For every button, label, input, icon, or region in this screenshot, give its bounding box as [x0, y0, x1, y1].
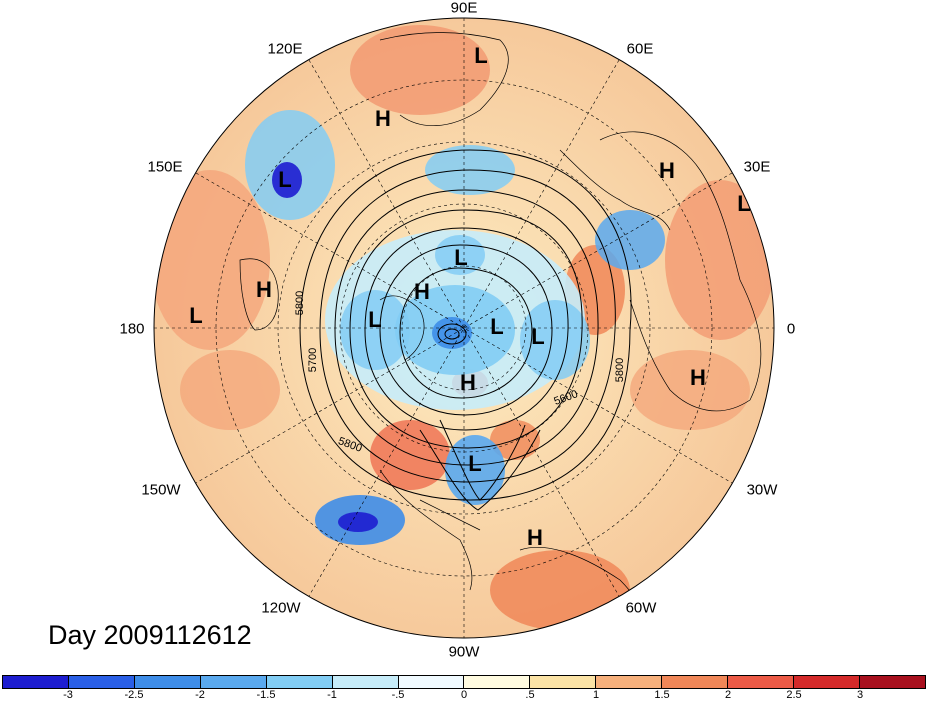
colorbar-cell: [332, 676, 399, 688]
pressure-center-label: H: [527, 525, 543, 550]
pressure-center-label: H: [414, 279, 430, 304]
pressure-center-label: H: [256, 277, 272, 302]
colorbar-tick-label: 3: [856, 689, 864, 701]
colorbar-cell: [68, 676, 135, 688]
colorbar-cell: [596, 676, 663, 688]
lon-label-90w: 90W: [448, 643, 480, 661]
colorbar-cell: [398, 676, 465, 688]
colorbar-cell: [3, 676, 69, 688]
pressure-center-label: H: [659, 158, 675, 183]
lon-label-0: 0: [786, 320, 796, 338]
lon-label-90e: 90E: [450, 0, 478, 17]
lon-label-30w: 30W: [746, 481, 778, 499]
lon-label-150w: 150W: [141, 481, 181, 499]
lon-label-60e: 60E: [626, 40, 654, 58]
colorbar-cell: [859, 676, 925, 688]
colorbar-cell: [728, 676, 795, 688]
pressure-center-label: H: [690, 365, 706, 390]
colorbar-tick-label: 2.5: [786, 689, 802, 701]
pressure-center-label: L: [490, 314, 504, 339]
pressure-center-label: L: [474, 43, 488, 68]
pressure-center-label: L: [468, 451, 482, 476]
colorbar-tick-label: -1: [327, 689, 337, 701]
pressure-center-label: L: [278, 167, 292, 192]
colorbar-cell: [200, 676, 267, 688]
lon-label-60w: 60W: [625, 599, 657, 617]
colorbar-tick-label: 1.5: [654, 689, 670, 701]
colorbar-tick-label: -1.5: [256, 689, 276, 701]
colorbar-tick-label: .5: [525, 689, 535, 701]
map-boundary: [153, 17, 775, 639]
lon-label-30e: 30E: [743, 158, 771, 176]
height-contours: [299, 149, 632, 511]
colorbar-cell: [464, 676, 531, 688]
lon-label-150e: 150E: [147, 158, 183, 176]
colorbar-cell: [794, 676, 860, 688]
date-label: Day 2009112612: [48, 620, 252, 650]
colorbar-tick-label: 1: [592, 689, 600, 701]
pressure-center-label: L: [189, 303, 203, 328]
lon-label-120e: 120E: [267, 40, 303, 58]
colorbar-tick-label: 2: [724, 689, 732, 701]
pressure-center-label: H: [375, 106, 391, 131]
colorbar-tick-label: 0: [460, 689, 468, 701]
colorbar-tick-label: -.5: [391, 689, 405, 701]
colorbar-cell: [530, 676, 597, 688]
colorbar-cell: [134, 676, 201, 688]
colorbar-tick-label: -2: [195, 689, 205, 701]
colorbar-cell: [662, 676, 729, 688]
pressure-center-label: L: [368, 307, 382, 332]
contour-label: 5800: [614, 357, 626, 383]
pressure-center-label: H: [460, 370, 476, 395]
contour-label: 5800: [294, 290, 306, 316]
pressure-center-label: L: [454, 245, 468, 270]
colorbar: [2, 675, 926, 689]
contour-label: 5700: [307, 347, 319, 373]
pressure-center-label: L: [531, 324, 545, 349]
graticule: [154, 18, 774, 638]
colorbar-tick-label: -2.5: [124, 689, 144, 701]
colorbar-cell: [266, 676, 333, 688]
lon-label-120w: 120W: [261, 599, 301, 617]
colorbar-tick-label: -3: [63, 689, 73, 701]
pressure-center-label: L: [737, 191, 751, 216]
lon-label-180: 180: [119, 320, 145, 338]
